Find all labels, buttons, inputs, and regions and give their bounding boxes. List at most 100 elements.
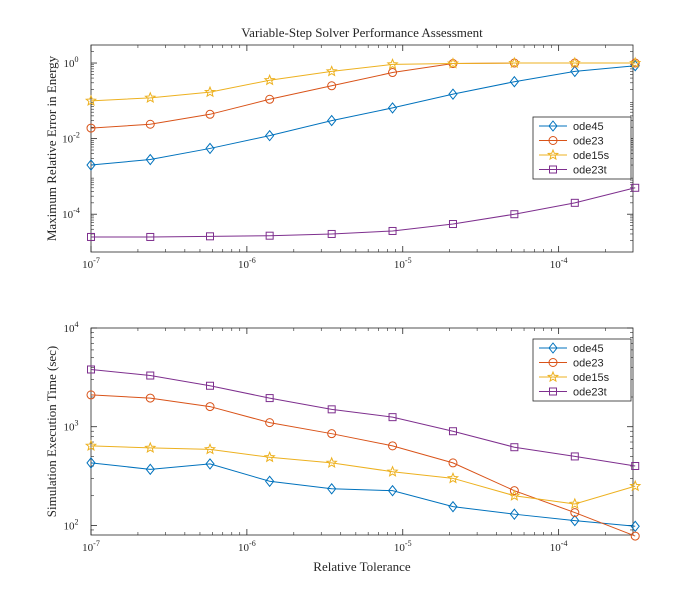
data-point-ode45: [265, 475, 275, 488]
legend-marker-ode23t: [549, 165, 557, 174]
data-point-ode23: [86, 390, 96, 400]
data-point-ode23t: [87, 232, 95, 241]
data-point-ode45: [205, 142, 215, 155]
series-line-ode45: [90, 462, 636, 527]
legend-marker-ode15s: [546, 370, 560, 383]
data-point-ode23t: [448, 427, 457, 436]
data-point-ode15s: [325, 456, 338, 469]
legend-label-ode23: ode23: [573, 136, 604, 148]
time-series-ode23: [86, 390, 640, 541]
data-point-ode23: [145, 393, 155, 403]
time-series-ode45: [86, 457, 640, 533]
data-point-ode23: [205, 109, 215, 119]
x-tick-label: 10-6: [238, 539, 256, 554]
legend-item-ode45: ode45: [539, 120, 604, 133]
y-tick-label: 104: [64, 320, 79, 335]
time-x-axis-label: Relative Tolerance: [313, 559, 411, 574]
data-point-ode15s: [144, 91, 157, 103]
data-point-ode23t: [265, 394, 274, 403]
error-y-axis-label: Maximum Relative Error in Energy: [44, 55, 59, 241]
data-point-ode23: [630, 531, 640, 541]
legend-item-ode23: ode23: [539, 136, 604, 148]
data-point-ode15s: [203, 442, 217, 455]
series-line-ode23t: [91, 187, 636, 238]
legend-label-ode45: ode45: [573, 343, 604, 355]
data-point-ode23t: [146, 371, 155, 380]
error-series-ode23t: [87, 183, 640, 241]
error-chart: 10-7 10-6 10-5 10-4 10-4 10-2 100 Variable-Step…: [44, 25, 642, 271]
series-line-ode23: [90, 394, 636, 537]
data-point-ode23t: [510, 210, 519, 219]
data-point-ode23t: [448, 220, 457, 229]
y-tick-label: 103: [64, 419, 79, 434]
series-line-ode45: [90, 65, 636, 166]
data-point-ode15s: [629, 479, 642, 492]
data-point-ode23: [388, 441, 398, 451]
data-point-ode23t: [206, 232, 215, 241]
data-point-ode15s: [568, 497, 581, 510]
y-tick-label: 10-4: [62, 206, 80, 221]
data-point-ode23t: [570, 452, 579, 461]
data-point-ode23: [388, 68, 398, 78]
data-point-ode23: [205, 402, 215, 412]
data-point-ode15s: [508, 56, 521, 69]
error-series-ode15s: [84, 56, 642, 106]
time-y-axis-label: Simulation Execution Time (sec): [44, 346, 59, 518]
x-tick-label: 10-5: [394, 256, 412, 271]
data-point-ode45: [145, 153, 155, 166]
x-tick-label: 10-7: [82, 256, 100, 271]
legend-item-ode23t: ode23t: [539, 165, 607, 177]
data-point-ode15s: [446, 471, 460, 484]
y-tick-label: 100: [64, 55, 79, 70]
data-point-ode15s: [263, 450, 276, 463]
data-point-ode15s: [568, 56, 581, 69]
data-point-ode15s: [629, 56, 642, 69]
time-series-ode23t: [87, 365, 640, 470]
legend-marker-ode23: [548, 358, 558, 367]
data-point-ode45: [86, 457, 96, 469]
x-tick-label: 10-4: [550, 539, 568, 554]
data-point-ode45: [387, 102, 398, 114]
legend-label-ode15s: ode15s: [573, 372, 610, 384]
data-point-ode45: [509, 508, 520, 520]
data-point-ode15s: [84, 439, 98, 451]
data-point-ode15s: [263, 73, 276, 86]
data-point-ode23t: [206, 381, 215, 390]
data-point-ode45: [448, 88, 458, 100]
error-chart-title: Variable-Step Solver Performance Assessm…: [241, 25, 483, 40]
data-point-ode23t: [388, 226, 397, 235]
data-point-ode23t: [87, 365, 95, 374]
data-point-ode45: [86, 159, 96, 171]
data-point-ode23: [448, 458, 458, 468]
data-point-ode45: [327, 483, 337, 495]
data-point-ode15s: [386, 465, 399, 477]
data-point-ode23: [570, 508, 580, 518]
series-line-ode15s: [90, 445, 636, 505]
data-point-ode45: [448, 500, 458, 513]
data-point-ode15s: [203, 85, 217, 98]
data-point-ode23t: [631, 462, 640, 470]
legend-marker-ode23t: [549, 387, 557, 396]
legend-label-ode23t: ode23t: [573, 387, 607, 399]
legend-item-ode15s: ode15s: [539, 370, 610, 384]
legend-marker-ode15s: [546, 148, 560, 161]
legend-label-ode23: ode23: [573, 358, 604, 370]
data-point-ode23t: [631, 183, 640, 192]
data-point-ode45: [570, 514, 580, 527]
data-point-ode23: [86, 123, 96, 133]
data-point-ode23t: [327, 229, 336, 238]
series-line-ode23t: [90, 368, 636, 467]
legend-label-ode45: ode45: [573, 121, 604, 133]
data-point-ode15s: [508, 489, 521, 501]
x-tick-label: 10-5: [394, 539, 412, 554]
data-point-ode45: [145, 463, 155, 476]
y-tick-label: 10-2: [62, 131, 80, 146]
legend-marker-ode23: [548, 136, 558, 145]
data-point-ode23: [327, 429, 337, 439]
data-point-ode23: [265, 94, 275, 104]
data-point-ode15s: [446, 57, 460, 69]
data-point-ode23: [265, 418, 275, 428]
x-tick-label: 10-7: [82, 539, 100, 554]
data-point-ode15s: [325, 65, 338, 77]
